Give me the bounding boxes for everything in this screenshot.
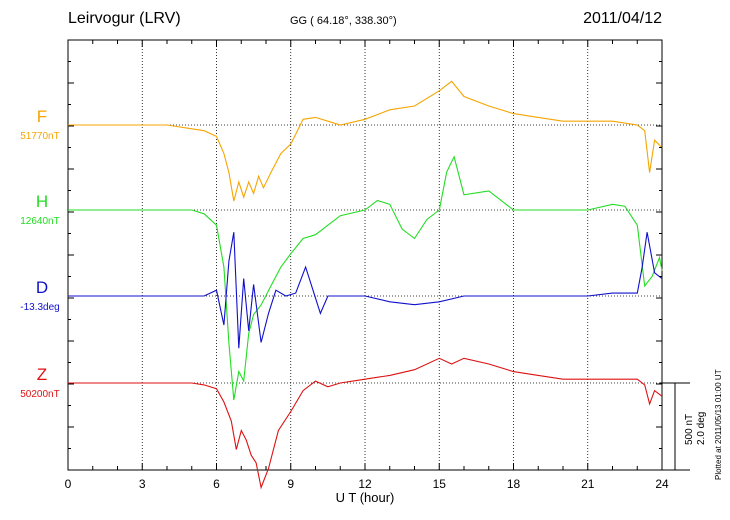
component-label-d: D: [36, 278, 48, 297]
series-line-h: [68, 155, 663, 401]
scale-deg-label: 2.0 deg: [696, 412, 707, 445]
x-tick-label: 18: [507, 477, 521, 491]
x-tick-label: 15: [433, 477, 447, 491]
x-tick-label: 12: [358, 477, 372, 491]
plot-frame: [67, 39, 663, 471]
series-line-z: [68, 357, 663, 490]
component-baseline-d: -13.3deg: [20, 302, 59, 313]
x-tick-label: 9: [287, 477, 294, 491]
x-axis-title: U T (hour): [336, 490, 395, 505]
x-tick-label: 3: [139, 477, 146, 491]
station-coordinates: GG ( 64.18°, 338.30°): [290, 15, 397, 27]
x-tick-label: 0: [65, 477, 72, 491]
x-tick-label: 21: [581, 477, 595, 491]
series-line-f: [68, 80, 663, 202]
plot-date: 2011/04/12: [583, 10, 662, 27]
component-label-z: Z: [37, 365, 47, 384]
x-tick-label: 6: [213, 477, 220, 491]
series-line-d: [68, 232, 663, 349]
component-label-h: H: [36, 192, 48, 211]
component-baseline-f: 51770nT: [20, 131, 59, 142]
scale-nt-label: 500 nT: [684, 414, 695, 445]
component-baseline-z: 50200nT: [20, 389, 59, 400]
component-baseline-h: 12640nT: [20, 216, 59, 227]
component-label-f: F: [37, 107, 47, 126]
plotted-timestamp: Plotted at 2011/05/13 01:00 UT: [714, 369, 723, 480]
station-title: Leirvogur (LRV): [68, 10, 181, 27]
x-tick-label: 24: [655, 477, 669, 491]
